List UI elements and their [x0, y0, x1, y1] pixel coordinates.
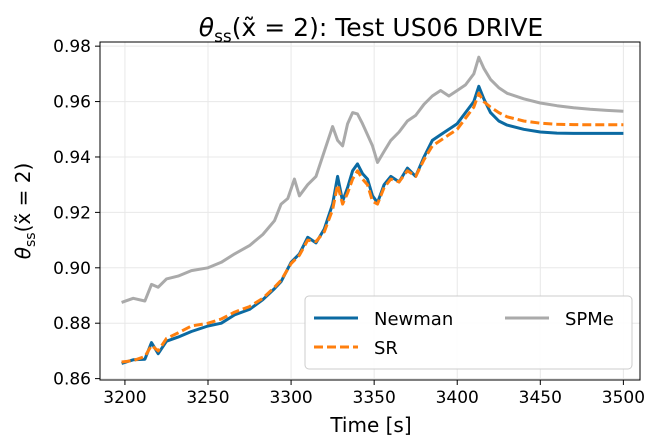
y-tick-label: 0.86 [53, 370, 91, 390]
x-tick-label: 3350 [353, 388, 396, 408]
series-line-spme [121, 55, 624, 304]
x-tick-label: 3300 [269, 388, 312, 408]
y-tick-label: 0.98 [53, 37, 91, 57]
plot-frame [99, 41, 641, 381]
y-tick-label: 0.88 [53, 314, 91, 334]
x-tick-label: 3450 [519, 388, 562, 408]
ticks: 3200 3250 3300 3350 3400 3450 3500 0.86 0.88 0.90… [53, 37, 645, 408]
legend: Newman SR SPMe [304, 295, 633, 370]
x-tick-label: 3200 [103, 388, 146, 408]
x-tick-label: 3500 [602, 388, 645, 408]
legend-label-newman: Newman [374, 309, 453, 330]
series-line-newman [121, 84, 624, 365]
x-axis-label: Time [s] [329, 413, 411, 437]
chart-title: θss(x̃ = 2): Test US06 DRIVE [199, 13, 543, 47]
series-lines [121, 55, 624, 365]
legend-label-spme: SPMe [565, 309, 614, 330]
x-tick-label: 3250 [186, 388, 229, 408]
x-tick-label: 3400 [436, 388, 479, 408]
series-line-sr [121, 91, 624, 364]
y-tick-label: 0.96 [53, 93, 91, 113]
legend-label-sr: SR [374, 338, 398, 359]
y-axis-label: θss(x̃ = 2) [11, 163, 39, 259]
y-tick-label: 0.90 [53, 259, 91, 279]
y-tick-label: 0.92 [53, 203, 91, 223]
legend-box [304, 295, 633, 370]
y-tick-label: 0.94 [53, 148, 91, 168]
